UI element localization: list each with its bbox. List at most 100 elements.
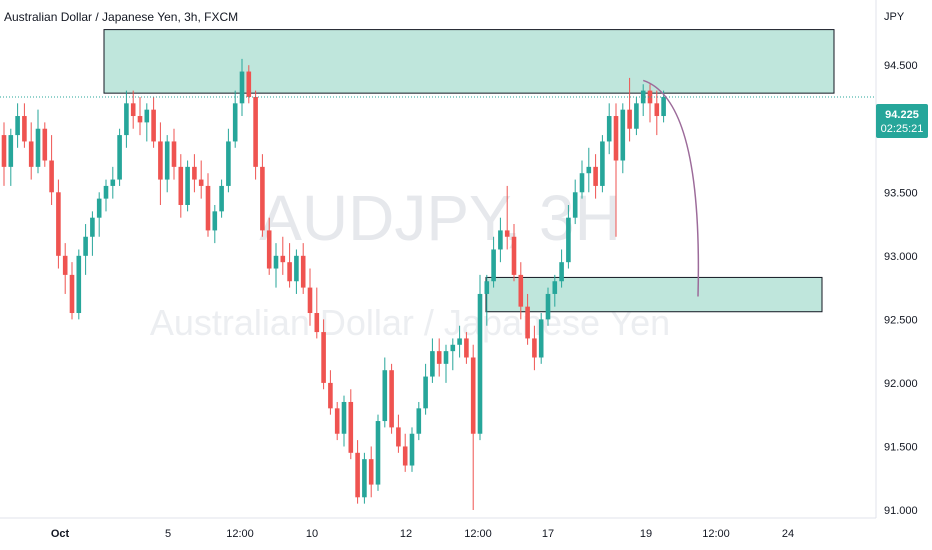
symbol-watermark: AUDJPY, 3H Australian Dollar / Japanese …	[150, 182, 670, 343]
candle-body	[566, 217, 571, 263]
time-axis[interactable]: Oct 5 12:00 10 12 12:00 17 19 12:00 24	[51, 528, 794, 540]
projection-arc	[642, 79, 700, 297]
time-tick-label: 12	[400, 528, 412, 540]
candle-body	[511, 236, 517, 275]
candle-body	[232, 103, 238, 142]
current-price-value: 94.225	[885, 109, 919, 121]
candle-body	[130, 103, 136, 117]
candle-body	[117, 135, 122, 180]
watermark-symbol: AUDJPY, 3H	[259, 182, 621, 254]
candle-body	[90, 217, 95, 237]
candle-body	[83, 236, 88, 256]
time-tick-label: 17	[542, 528, 554, 540]
time-tick-label: 12:00	[464, 528, 492, 540]
time-tick-label: 19	[640, 528, 652, 540]
candle-body	[389, 370, 394, 428]
candle-body	[572, 192, 578, 218]
candle-body	[185, 166, 190, 205]
candle-body	[586, 166, 592, 174]
price-axis[interactable]: 91.00091.50092.00092.50093.00093.50094.0…	[884, 60, 918, 517]
price-tick-label: 92.000	[884, 378, 918, 390]
candle-body	[443, 351, 449, 364]
candle-body	[96, 198, 102, 218]
bar-countdown: 02:25:21	[881, 123, 924, 135]
candle-body	[192, 166, 197, 180]
candle-body	[178, 166, 184, 205]
candle-body	[416, 408, 422, 434]
candle-body	[110, 179, 116, 186]
candle-body	[314, 313, 320, 333]
candle-body	[137, 116, 143, 123]
candle-body	[35, 128, 41, 167]
price-tick-label: 91.000	[884, 505, 918, 517]
candle-body	[647, 90, 653, 104]
currency-unit: JPY	[884, 11, 905, 23]
candle-body	[491, 249, 496, 282]
candle-body	[518, 274, 524, 307]
chart-title: Australian Dollar / Japanese Yen, 3h, FX…	[4, 10, 239, 24]
candle-body	[198, 179, 204, 186]
current-price-badge	[876, 104, 928, 138]
time-tick-label: 5	[165, 528, 171, 540]
candle-body	[484, 281, 490, 294]
candle-body	[661, 96, 666, 117]
candle-body	[28, 141, 34, 167]
candle-body	[49, 160, 54, 193]
candle-body	[328, 382, 333, 409]
candle-body	[158, 141, 163, 180]
candle-body	[56, 192, 61, 256]
candle-body	[606, 116, 612, 142]
candle-body	[164, 141, 170, 180]
candle-body	[382, 370, 388, 422]
candle-body	[593, 166, 598, 186]
price-tick-label: 92.500	[884, 314, 918, 326]
candle-body	[62, 255, 68, 275]
price-tick-label: 93.000	[884, 251, 918, 263]
time-tick-label: Oct	[51, 528, 70, 540]
current-price-label: 94.225 02:25:21	[876, 104, 928, 138]
candle-body	[273, 255, 279, 269]
candle-body	[124, 103, 129, 136]
candle-body	[559, 262, 564, 282]
candle-body	[545, 293, 551, 320]
candle-body	[22, 116, 27, 142]
price-tick-label: 94.500	[884, 60, 918, 72]
candle-body	[15, 116, 20, 136]
zone-layer	[103, 29, 835, 313]
candle-body	[498, 230, 503, 250]
candle-body	[402, 446, 408, 466]
candle-body	[69, 274, 75, 314]
candle-body	[654, 103, 660, 117]
candle-body	[532, 338, 537, 358]
candle-body	[504, 230, 510, 237]
time-tick-label: 24	[782, 528, 794, 540]
candle-body	[287, 262, 292, 282]
candle-body	[423, 376, 428, 409]
candles-layer	[1, 58, 666, 510]
candle-body	[525, 306, 530, 339]
candle-body	[103, 185, 109, 199]
candle-body	[42, 128, 48, 161]
candle-body	[436, 351, 442, 364]
candle-body	[450, 344, 456, 352]
zone-resistance	[103, 29, 835, 94]
zone-support	[485, 276, 823, 313]
candle-body	[613, 116, 619, 161]
time-tick-label: 12:00	[226, 528, 254, 540]
candle-body	[171, 141, 177, 167]
candle-body	[634, 103, 639, 129]
candle-body	[341, 401, 347, 434]
candle-body	[464, 338, 469, 358]
candle-body	[239, 71, 245, 104]
candle-body	[226, 141, 231, 186]
candle-body	[307, 287, 313, 314]
time-tick-label: 10	[306, 528, 318, 540]
candle-body	[144, 109, 150, 123]
candle-body	[219, 185, 224, 212]
candle-body	[266, 230, 272, 269]
candle-body	[600, 141, 605, 186]
candle-body	[362, 459, 367, 498]
candle-body	[212, 211, 218, 231]
candle-body	[348, 401, 354, 453]
